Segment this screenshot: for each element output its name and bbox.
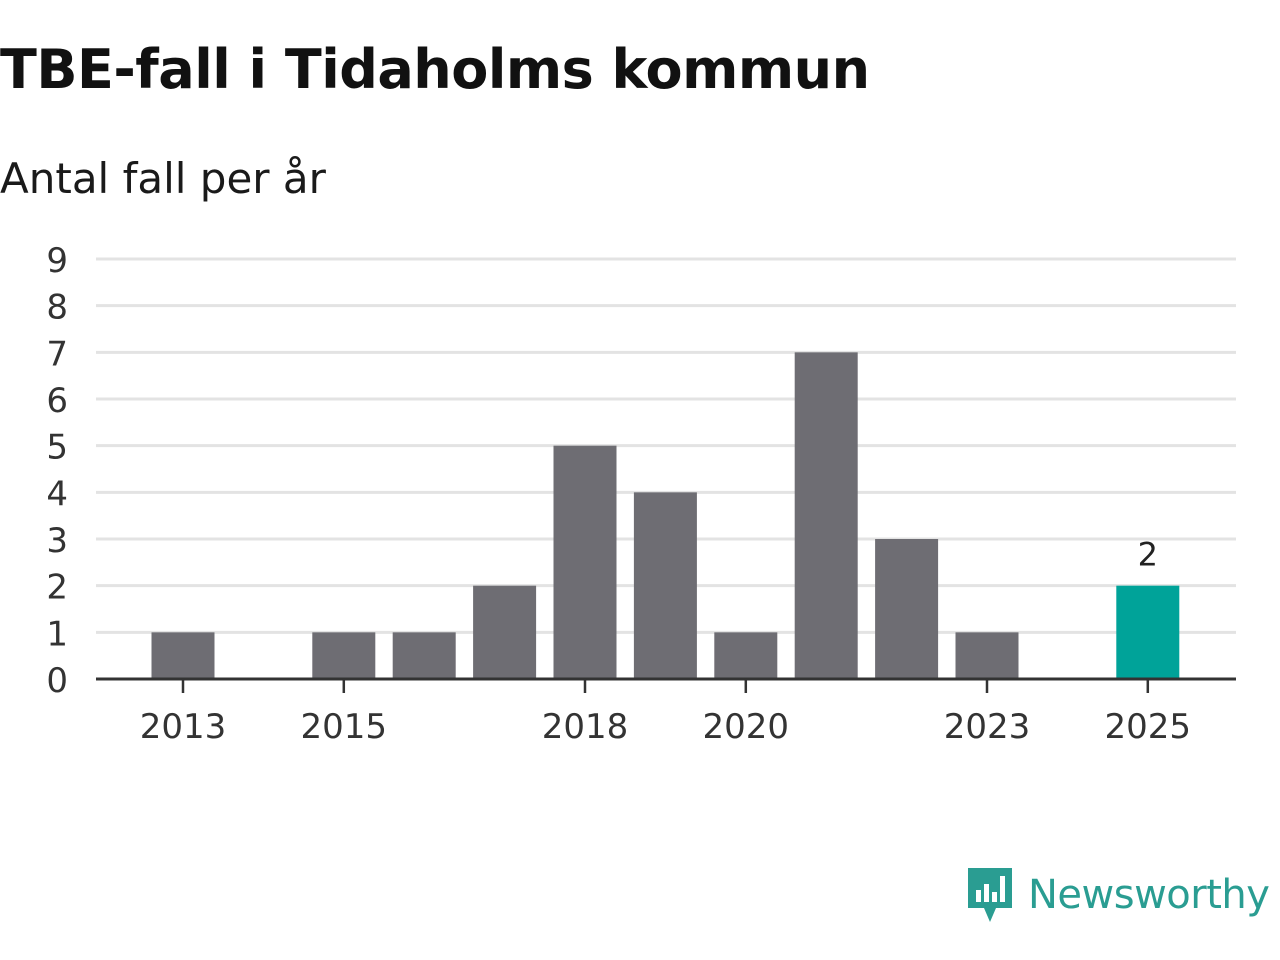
y-tick-label: 4 (46, 474, 68, 514)
x-tick-label: 2020 (703, 707, 790, 747)
bar-2017 (473, 585, 537, 679)
y-tick-label: 2 (46, 568, 68, 608)
bar-2023 (955, 632, 1019, 679)
brand-logo: Newsworthy (964, 864, 1270, 926)
y-tick-label: 3 (46, 521, 68, 561)
y-axis-ticks: 0 1 2 3 4 5 6 7 8 9 (46, 241, 68, 701)
y-tick-label: 9 (46, 241, 68, 281)
bar-2020 (714, 632, 778, 679)
bar-2022 (875, 539, 939, 679)
y-tick-label: 1 (46, 614, 68, 654)
bar-2021 (794, 352, 858, 679)
bar-2015 (312, 632, 376, 679)
bar-2018 (553, 445, 617, 679)
y-tick-label: 8 (46, 288, 68, 328)
chart-subtitle: Antal fall per år (0, 154, 326, 203)
bar-2016 (392, 632, 456, 679)
chart-title: TBE-fall i Tidaholms kommun (0, 38, 870, 101)
x-tick-label: 2015 (301, 707, 388, 747)
newsworthy-logo-icon (968, 868, 1012, 922)
x-tick-label: 2023 (944, 707, 1031, 747)
x-tick-label: 2013 (140, 707, 227, 747)
data-labels: 2 (1138, 536, 1158, 574)
x-tick-label: 2018 (542, 707, 629, 747)
y-tick-label: 0 (46, 661, 68, 701)
x-axis-ticks: 2013 2015 2018 2020 2023 2025 (140, 679, 1191, 747)
y-tick-label: 6 (46, 381, 68, 421)
bar-2019 (633, 492, 697, 679)
x-tick-label: 2025 (1105, 707, 1192, 747)
bars (151, 352, 1180, 679)
y-tick-label: 7 (46, 334, 68, 374)
bar-2013 (151, 632, 215, 679)
bar-2025 (1116, 585, 1180, 679)
brand-name: Newsworthy (1028, 872, 1270, 918)
y-tick-label: 5 (46, 428, 68, 468)
data-label: 2 (1138, 536, 1158, 574)
